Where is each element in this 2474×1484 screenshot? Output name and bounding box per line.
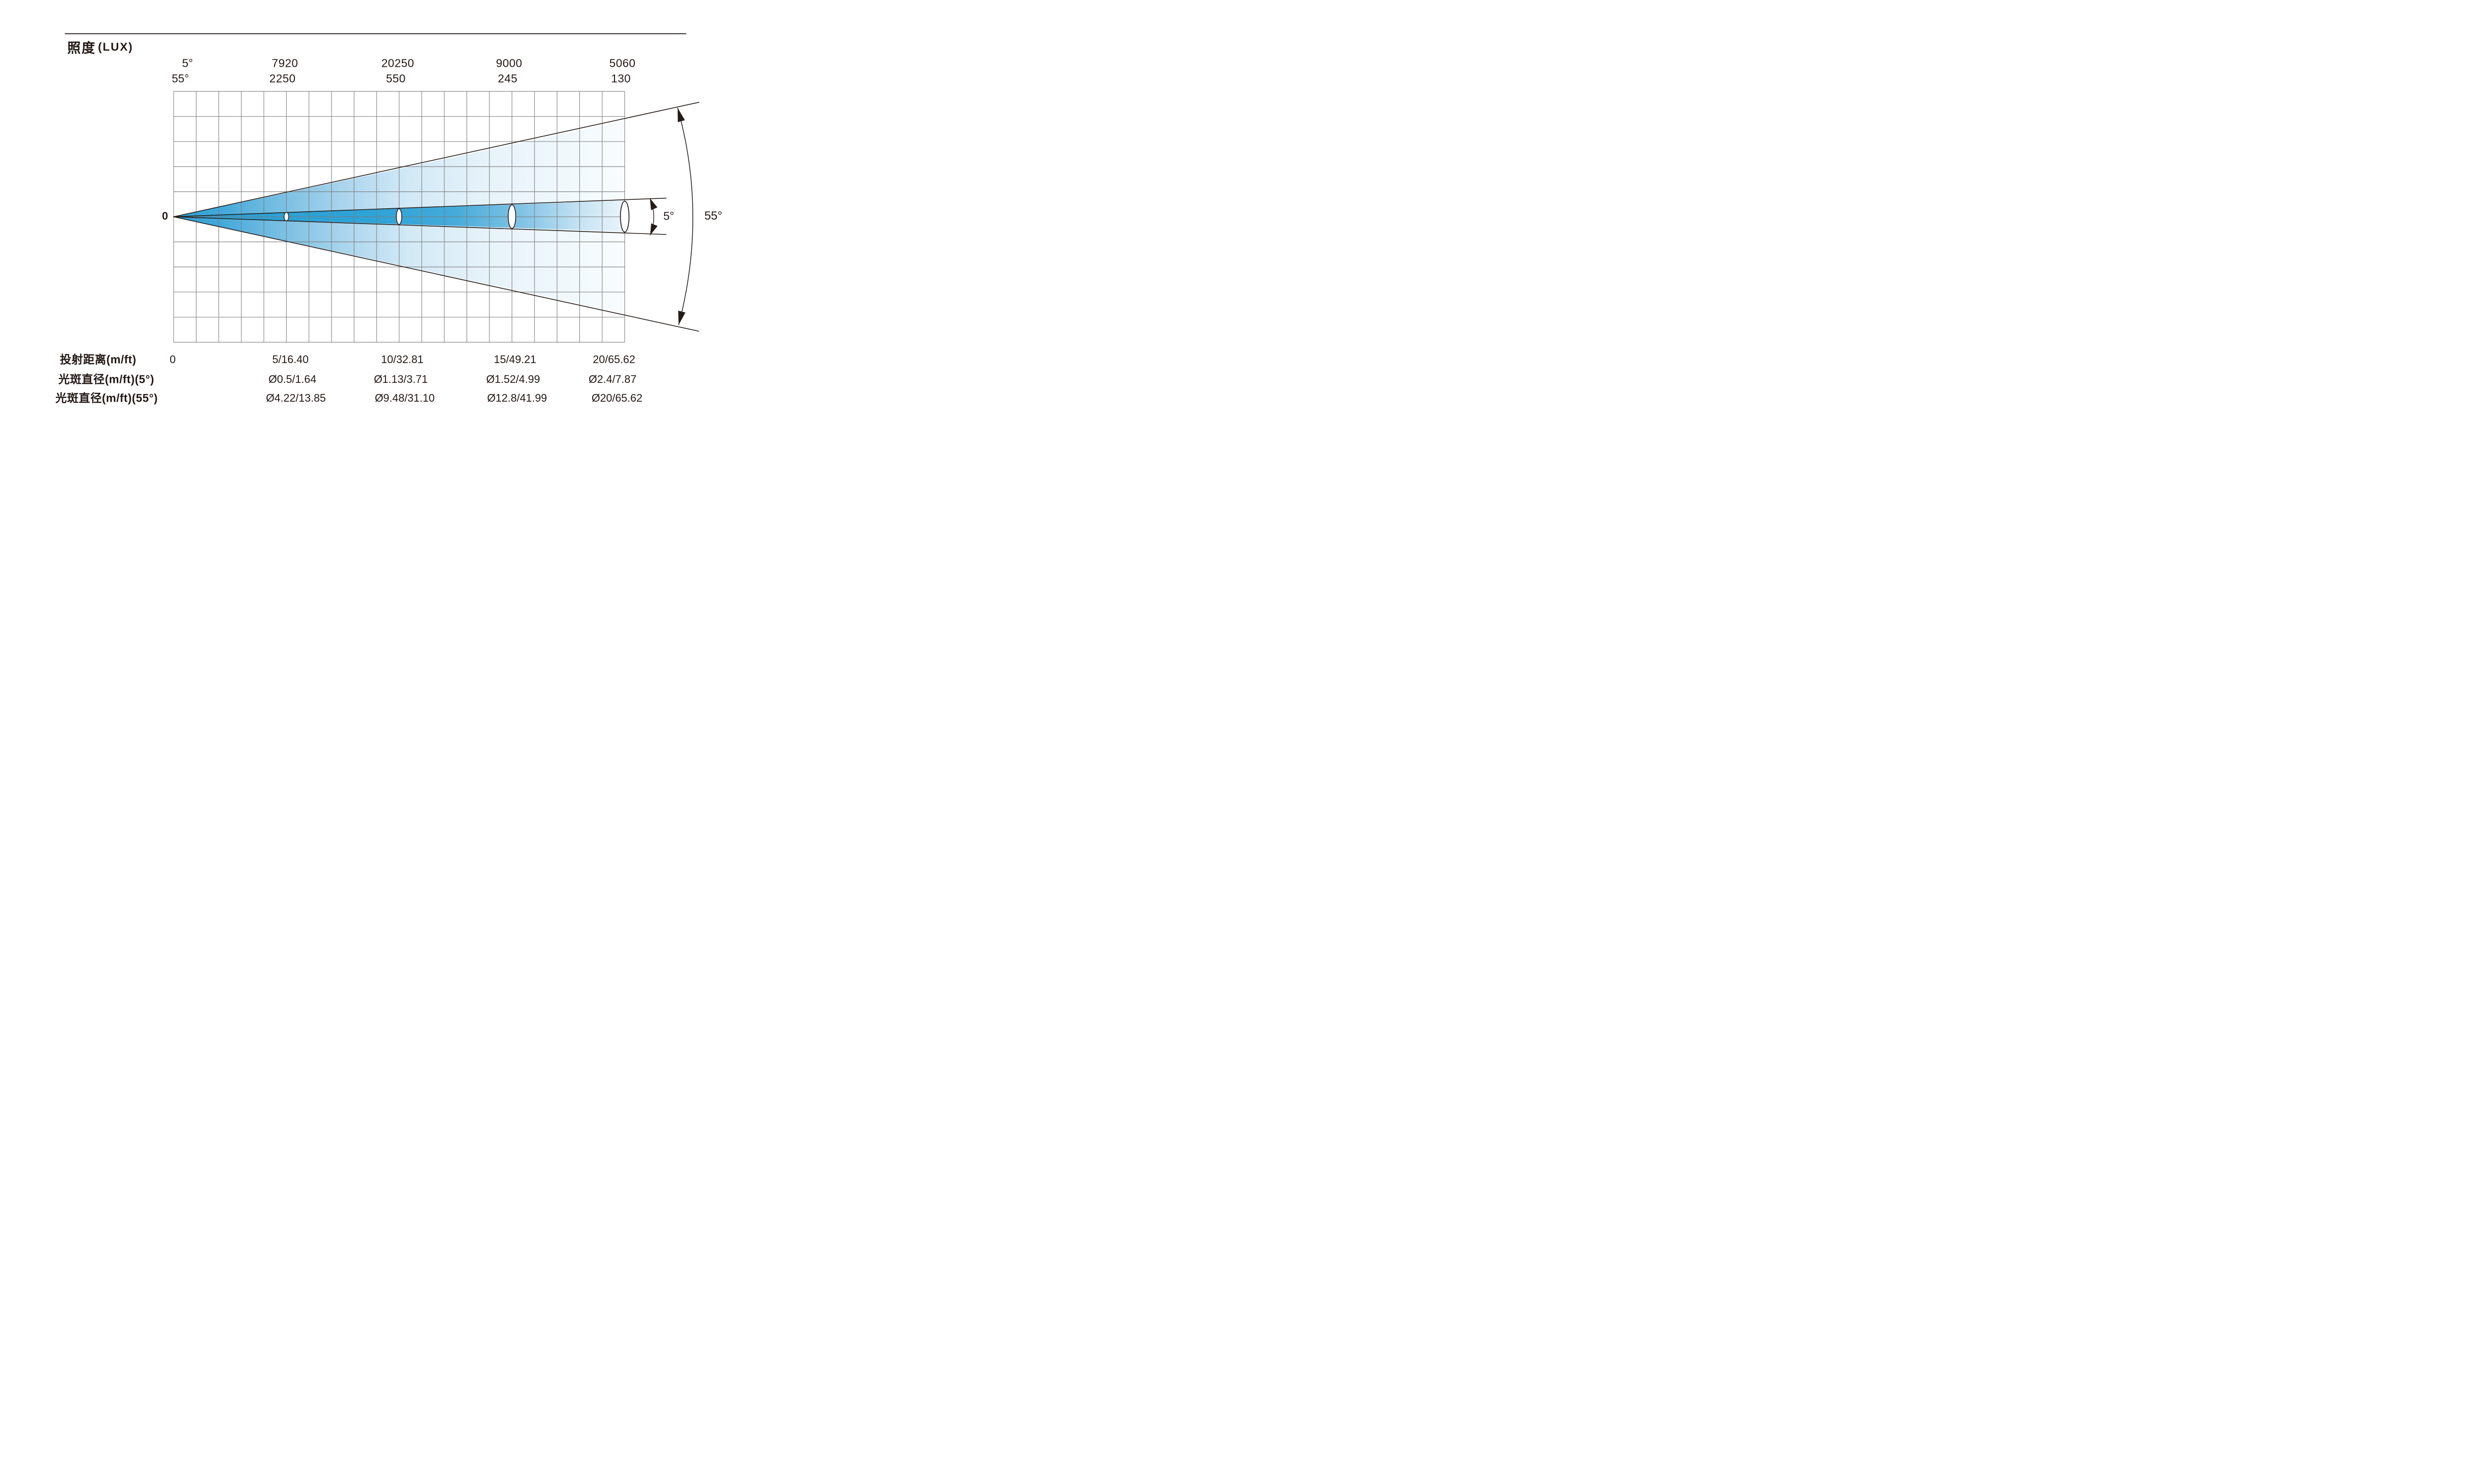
beam-spots [284,200,630,232]
spot-15m [508,204,517,229]
spot-5deg-at-20m: Ø2.4/7.87 [588,372,637,385]
title-unit: (LUX) [98,40,134,53]
spot-diameter-5deg-label: 光斑直径(m/ft)(5°) [58,372,154,385]
spot-5deg-at-15m: Ø1.52/4.99 [486,372,540,385]
diagram-canvas [65,33,700,343]
header-angle-5deg: 5° [182,56,193,69]
throw-distance-label: 投射距离(m/ft) [60,353,137,366]
spot-55deg-at-5m: Ø4.22/13.85 [266,392,326,404]
title-text: 照度 [67,41,96,56]
spot-55deg-at-20m: Ø20/65.62 [591,392,643,404]
wide-arc-down-arrow-icon [678,311,686,325]
lux-5deg-at-10m: 20250 [381,56,415,69]
lux-55deg-at-10m: 550 [386,72,406,85]
spot-diameter-55deg-label: 光斑直径(m/ft)(55°) [55,391,158,405]
arc-arrowheads [650,108,686,325]
lux-5deg-at-20m: 5060 [609,56,636,69]
spot-5deg-at-10m: Ø1.13/3.71 [374,372,428,385]
wide-beam-angle-label: 55° [704,209,722,223]
lux-55deg-at-20m: 130 [611,72,631,85]
photometric-diagram-page: 照度 (LUX) 5° 55° 7920 20250 9000 5060 225… [0,0,776,436]
lux-5deg-at-5m: 7920 [272,56,298,69]
spot-5m [284,212,289,222]
wide-beam-bottom-line [173,216,699,332]
narrow-beam-angle-label: 5° [663,209,674,223]
wide-angle-arc [677,107,693,325]
distance-0: 0 [169,353,176,366]
spot-55deg-at-10m: Ø9.48/31.10 [375,392,435,404]
spot-55deg-at-15m: Ø12.8/41.99 [487,392,547,404]
lux-5deg-at-15m: 9000 [496,56,523,69]
origin-label: 0 [162,210,168,222]
narrow-beam-top-line [173,197,666,218]
spot-10m [396,208,402,225]
beam-outlines [173,102,700,332]
distance-5m: 5/16.40 [272,353,309,366]
distance-20m: 20/65.62 [593,353,635,366]
narrow-arc-up-arrow-icon [650,198,658,210]
header-angle-55deg: 55° [172,72,189,85]
lux-55deg-at-15m: 245 [498,72,518,85]
distance-10m: 10/32.81 [381,353,424,366]
wide-arc-up-arrow-icon [677,108,685,122]
distance-15m: 15/49.21 [494,353,536,366]
spot-5deg-at-5m: Ø0.5/1.64 [268,372,317,385]
spot-20m [620,200,630,232]
narrow-beam-bottom-line [173,216,666,235]
wide-beam-top-line [173,102,700,218]
lux-55deg-at-5m: 2250 [269,72,296,85]
page-title: 照度 (LUX) [67,38,133,57]
narrow-arc-down-arrow-icon [650,223,658,235]
